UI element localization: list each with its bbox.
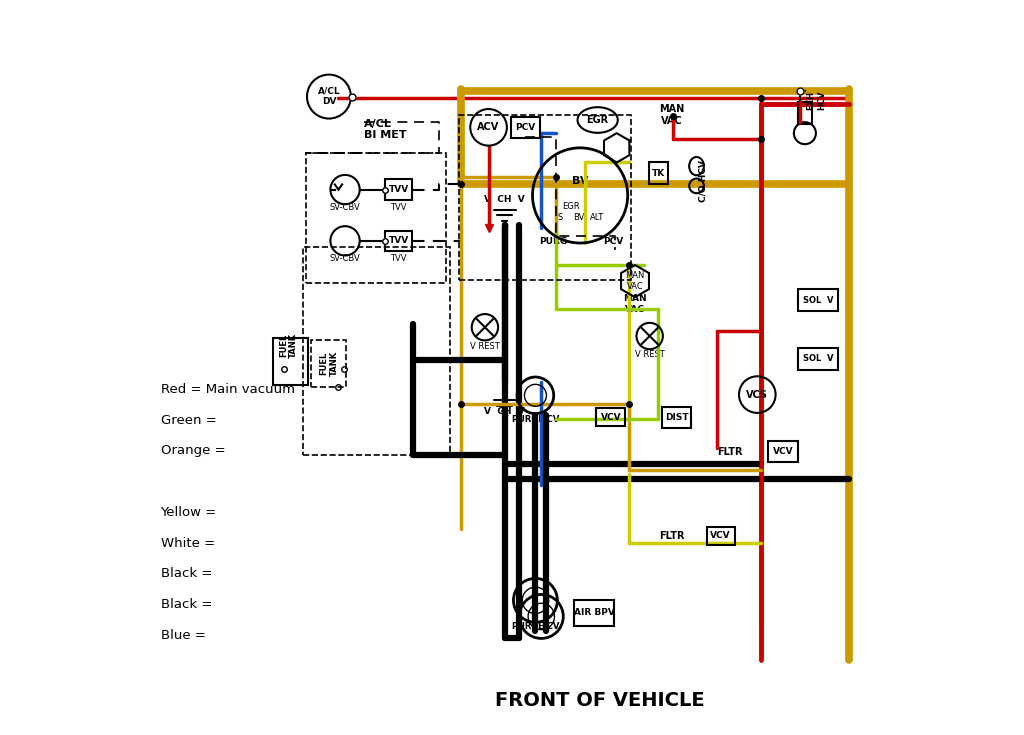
Text: FUEL
TANK: FUEL TANK [279, 333, 298, 358]
Text: Blue =: Blue = [161, 629, 206, 642]
Text: VCV: VCV [773, 447, 794, 456]
Text: SOL  V: SOL V [803, 295, 834, 304]
Text: MAN
VAC: MAN VAC [624, 294, 647, 314]
Text: TVV: TVV [390, 254, 407, 263]
Text: SV-CBV: SV-CBV [330, 254, 360, 263]
Text: ALT: ALT [590, 213, 604, 222]
Text: Black =: Black = [161, 598, 212, 612]
Text: V  CH  V: V CH V [484, 195, 525, 204]
Text: TVV: TVV [390, 203, 407, 212]
Text: MAN
VAC: MAN VAC [659, 104, 684, 126]
Text: EGR: EGR [587, 115, 608, 125]
Text: TVV: TVV [388, 237, 409, 245]
Text: Orange =: Orange = [161, 445, 225, 457]
Text: White =: White = [161, 537, 215, 550]
Text: FLTR: FLTR [658, 531, 684, 541]
Text: PURGE CV: PURGE CV [512, 623, 559, 631]
Text: BV: BV [573, 213, 585, 222]
Text: FUEL
TANK: FUEL TANK [319, 351, 339, 376]
Text: BV: BV [571, 176, 589, 186]
Text: V  CH  V: V CH V [484, 407, 525, 416]
Text: PURG: PURG [540, 237, 568, 246]
Bar [305, 153, 446, 283]
Text: S: S [558, 213, 563, 222]
Bar [459, 115, 631, 279]
Text: Yellow =: Yellow = [161, 506, 217, 519]
Text: Green =: Green = [161, 414, 216, 427]
Text: A/CL
DV: A/CL DV [317, 87, 340, 107]
Text: VCV: VCV [600, 413, 622, 422]
Text: Black =: Black = [161, 567, 212, 581]
Text: V REST: V REST [635, 350, 665, 359]
Text: PCV: PCV [515, 123, 536, 132]
Text: AIR BPV: AIR BPV [573, 609, 614, 617]
Text: EGR: EGR [562, 202, 580, 211]
Text: C/O HCV: C/O HCV [698, 159, 708, 202]
Text: TVV: TVV [388, 185, 409, 194]
Text: VCV: VCV [711, 531, 731, 540]
Text: ACV: ACV [477, 122, 500, 132]
Text: TK: TK [652, 169, 665, 178]
Text: MAN
VAC: MAN VAC [626, 271, 645, 291]
Text: A/CL
BI MET: A/CL BI MET [365, 118, 407, 140]
Text: V REST: V REST [470, 342, 500, 351]
Bar [303, 247, 450, 456]
Text: PURGE CV: PURGE CV [512, 415, 559, 424]
Bar [310, 340, 346, 387]
Text: PCV: PCV [603, 237, 624, 246]
Text: EXH
HCV: EXH HCV [806, 90, 825, 110]
Text: SV-CBV: SV-CBV [330, 203, 360, 212]
Text: Red = Main vacuum: Red = Main vacuum [161, 383, 295, 396]
Text: DIST: DIST [665, 413, 688, 422]
Text: SOL  V: SOL V [803, 354, 834, 363]
Text: FLTR: FLTR [718, 447, 743, 456]
Text: VCS: VCS [746, 390, 768, 400]
Text: FRONT OF VEHICLE: FRONT OF VEHICLE [495, 691, 705, 710]
